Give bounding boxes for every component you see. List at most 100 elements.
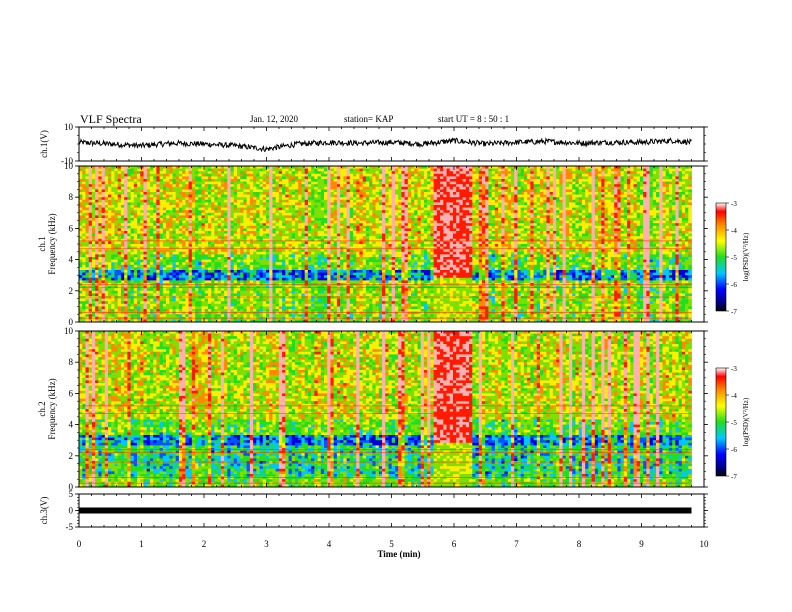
spectrogram-cell [420, 186, 425, 190]
spectrogram-cell [140, 184, 144, 188]
spectrogram-cell [562, 176, 567, 180]
spectrogram-cell [607, 220, 612, 224]
spectrogram-cell [172, 212, 177, 216]
spectrogram-cell [333, 207, 338, 211]
spectrogram-cell [594, 181, 599, 185]
spectrogram-cell [185, 223, 189, 227]
spectrogram-cell [668, 186, 673, 190]
spectrogram-cell [240, 176, 244, 180]
spectrogram-cell [675, 194, 679, 198]
spectrogram-cell [140, 212, 144, 216]
spectrogram-cell [320, 215, 325, 219]
spectrogram-cell [569, 199, 573, 203]
spectrogram-cell [362, 171, 367, 175]
spectrogram-cell [562, 225, 567, 229]
spectrogram-cell [630, 176, 634, 180]
spectrogram-cell [543, 215, 547, 219]
spectrogram-cell [359, 228, 364, 232]
spectrogram-cell [465, 184, 470, 188]
spectrogram-cell [298, 231, 302, 234]
spectrogram-cell [433, 179, 438, 182]
spectrogram-cell [349, 186, 354, 190]
spectrogram-cell [601, 202, 605, 206]
spectrogram-cell [162, 194, 167, 198]
spectrogram-cell [485, 194, 489, 198]
spectrogram-cell [488, 205, 493, 208]
spectrogram-cell [617, 171, 621, 175]
spectrogram-cell [401, 215, 405, 219]
spectrogram-cell [301, 192, 306, 195]
spectrogram-cell [85, 202, 90, 206]
spectrogram-cell [378, 202, 383, 206]
spectrogram-cell [369, 215, 373, 219]
spectrogram-cell [346, 205, 351, 208]
spectrogram-cell [85, 231, 90, 234]
spectrogram-cell [156, 192, 160, 195]
spectrogram-cell [536, 202, 541, 206]
spectrogram-cell [668, 176, 673, 180]
spectrogram-cell [230, 223, 235, 227]
spectrogram-cell [346, 231, 351, 234]
spectrogram-cell [375, 207, 380, 211]
spectrogram-cell [685, 228, 689, 232]
spectrogram-cell [469, 186, 473, 190]
spectrogram-cell [614, 171, 618, 175]
spectrogram-cell [275, 184, 280, 188]
spectrogram-cell [91, 173, 96, 177]
spectrogram-cell [488, 199, 493, 203]
spectrogram-cell [262, 166, 267, 169]
spectrogram-cell [114, 168, 119, 172]
spectrogram-cell [149, 215, 154, 219]
spectrogram-cell [324, 228, 328, 232]
spectrogram-cell [465, 215, 470, 219]
spectrogram-cell [527, 207, 531, 211]
spectrogram-cell [349, 189, 354, 193]
spectrogram-cell [301, 186, 306, 190]
spectrogram-cell [85, 179, 90, 182]
spectrogram-cell [340, 231, 344, 234]
spectrogram-cell [382, 215, 386, 219]
spectrogram-cell [265, 205, 270, 208]
spectrogram-cell [469, 202, 473, 206]
spectrogram-cell [620, 210, 625, 214]
spectrogram-cell [120, 215, 125, 219]
spectrogram-cell [285, 199, 289, 203]
spectrogram-cell [639, 202, 644, 206]
spectrogram-cell [120, 212, 125, 216]
spectrogram-cell [462, 202, 467, 206]
spectrogram-cell [137, 210, 141, 214]
spectrogram-cell [298, 197, 302, 201]
spectrogram-cell [227, 202, 231, 206]
spectrogram-cell [688, 202, 692, 206]
spectrogram-cell [556, 199, 560, 203]
spectrogram-cell [672, 166, 676, 169]
spectrogram-cell [349, 205, 354, 208]
spectrogram-cell [301, 225, 306, 229]
spectrogram-cell [236, 231, 241, 234]
spectrogram-cell [133, 218, 138, 221]
spectrogram-cell [82, 186, 86, 190]
spectrogram-cell [195, 205, 199, 208]
spectrogram-cell [294, 189, 299, 193]
spectrogram-cell [204, 205, 209, 208]
spectrogram-cell [201, 186, 206, 190]
spectrogram-cell [153, 225, 157, 229]
spectrogram-cell [581, 225, 586, 229]
spectrogram-cell [462, 228, 467, 232]
spectrogram-cell [172, 218, 177, 221]
spectrogram-cell [156, 202, 160, 206]
spectrogram-cell [149, 228, 154, 232]
spectrogram-cell [610, 218, 615, 221]
spectrogram-cell [427, 215, 431, 219]
spectrogram-cell [291, 181, 296, 185]
spectrogram-cell [311, 199, 315, 203]
spectrogram-cell [514, 197, 518, 201]
spectrogram-cell [585, 223, 589, 227]
spectrogram-cell [465, 181, 470, 185]
spectrogram-cell [530, 199, 534, 203]
spectrogram-cell [301, 184, 306, 188]
spectrogram-cell [278, 228, 283, 232]
spectrogram-cell [246, 197, 251, 201]
spectrogram-cell [185, 205, 189, 208]
spectrogram-cell [688, 207, 692, 211]
